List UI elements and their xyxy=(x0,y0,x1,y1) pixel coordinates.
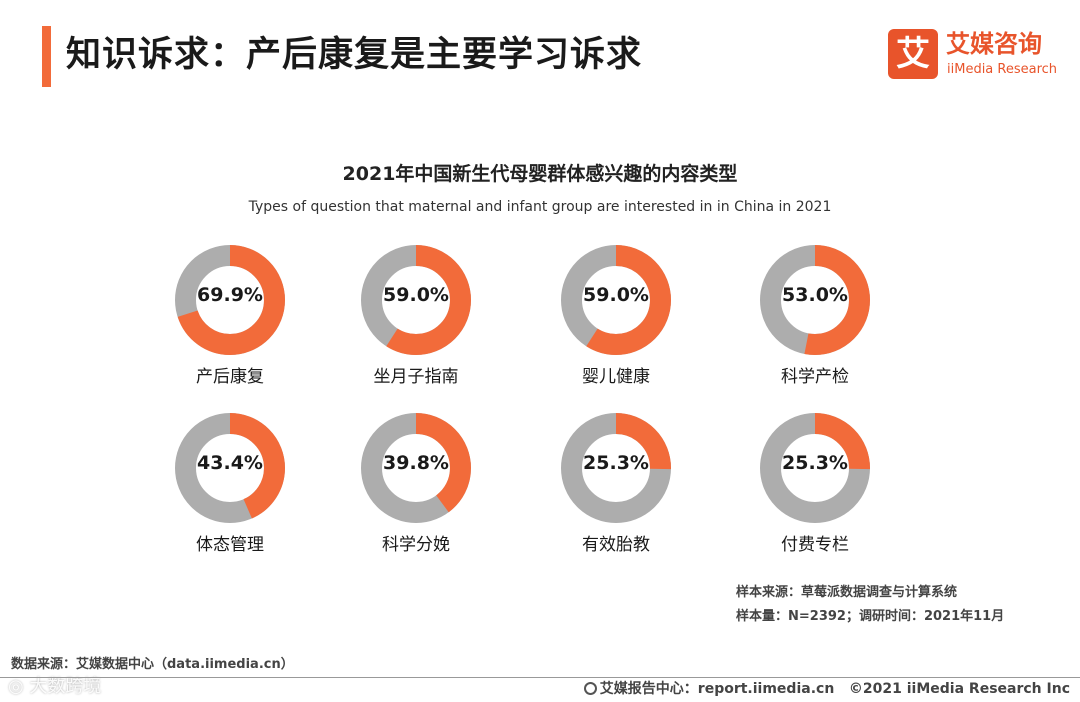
donut-ring xyxy=(561,245,671,355)
donut-chart: 25.3% 有效胎教 xyxy=(556,408,676,572)
donut-value-arc xyxy=(175,413,285,523)
sample-source-note: 样本来源：草莓派数据调查与计算系统 xyxy=(736,585,958,600)
footer-divider xyxy=(0,677,1080,678)
donut-category-label: 科学产检 xyxy=(781,367,849,387)
donut-chart: 39.8% 科学分娩 xyxy=(356,408,476,572)
title-accent-bar xyxy=(42,26,51,87)
watermark: ◎ 大数跨境 xyxy=(8,676,102,697)
donut-value-label: 59.0% xyxy=(583,284,649,306)
donut-category-label: 产后康复 xyxy=(196,367,264,387)
donut-value-arc xyxy=(561,245,671,355)
donut-chart: 69.9% 产后康复 xyxy=(170,240,290,404)
donut-value-arc xyxy=(760,413,870,523)
donut-ring xyxy=(175,413,285,523)
donut-chart: 43.4% 体态管理 xyxy=(170,408,290,572)
donut-ring xyxy=(760,245,870,355)
donut-category-label: 体态管理 xyxy=(196,535,264,555)
brand-logo: 艾 艾媒咨询 iiMedia Research xyxy=(888,29,1068,85)
donut-category-label: 科学分娩 xyxy=(382,535,450,555)
logo-chinese-name: 艾媒咨询 xyxy=(946,30,1042,58)
donut-value-label: 25.3% xyxy=(782,452,848,474)
donut-value-label: 59.0% xyxy=(383,284,449,306)
donut-chart: 59.0% 婴儿健康 xyxy=(556,240,676,404)
donut-value-label: 43.4% xyxy=(197,452,263,474)
globe-icon xyxy=(583,682,597,695)
footer-copyright: ©2021 iiMedia Research Inc xyxy=(848,681,1070,697)
donut-ring xyxy=(361,245,471,355)
donut-category-label: 婴儿健康 xyxy=(582,367,650,387)
donut-category-label: 付费专栏 xyxy=(781,535,849,555)
donut-value-arc xyxy=(361,413,471,523)
donut-chart: 59.0% 坐月子指南 xyxy=(356,240,476,404)
donut-ring xyxy=(175,245,285,355)
page-title: 知识诉求：产后康复是主要学习诉求 xyxy=(66,35,643,75)
donut-ring xyxy=(561,413,671,523)
data-source: 数据来源：艾媒数据中心（data.iimedia.cn） xyxy=(11,657,294,672)
donut-value-arc xyxy=(561,413,671,523)
donut-category-label: 有效胎教 xyxy=(582,535,650,555)
donut-value-arc xyxy=(760,245,870,355)
footer-report-center: 艾媒报告中心：report.iimedia.cn xyxy=(599,681,835,697)
donut-chart: 25.3% 付费专栏 xyxy=(755,408,875,572)
donut-ring xyxy=(361,413,471,523)
donut-value-label: 69.9% xyxy=(197,284,263,306)
donut-value-label: 39.8% xyxy=(383,452,449,474)
chart-title: 2021年中国新生代母婴群体感兴趣的内容类型 xyxy=(342,163,738,185)
donut-chart: 53.0% 科学产检 xyxy=(755,240,875,404)
sample-size-note: 样本量：N=2392；调研时间：2021年11月 xyxy=(736,609,1005,624)
donut-category-label: 坐月子指南 xyxy=(373,367,459,387)
donut-ring xyxy=(760,413,870,523)
chart-subtitle: Types of question that maternal and infa… xyxy=(248,199,832,215)
donut-value-label: 25.3% xyxy=(583,452,649,474)
logo-mark-icon: 艾 xyxy=(888,29,938,79)
donut-value-label: 53.0% xyxy=(782,284,848,306)
footer: 艾媒报告中心：report.iimedia.cn ©2021 iiMedia R… xyxy=(583,679,1070,699)
donut-value-arc xyxy=(361,245,471,355)
logo-english-name: iiMedia Research xyxy=(947,62,1058,77)
donut-value-arc xyxy=(175,245,285,355)
